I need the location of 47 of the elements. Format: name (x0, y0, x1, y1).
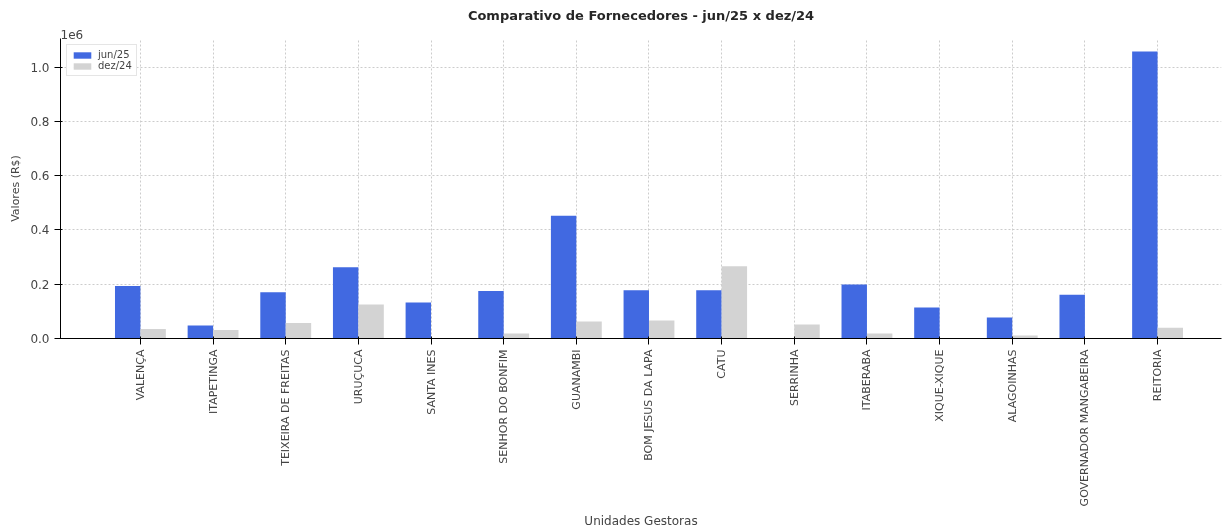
y-tick-label: 0.4 (30, 223, 50, 238)
bar (285, 323, 312, 339)
bar (1157, 327, 1183, 339)
bar (841, 284, 867, 339)
x-tick-label: VALENÇA (133, 349, 147, 401)
y-axis-title: Valores (R$) (9, 155, 23, 222)
bar (623, 290, 649, 339)
bar (914, 307, 940, 339)
bar (478, 290, 504, 339)
x-tick-label: XIQUE-XIQUE (933, 349, 947, 422)
x-tick-label: GUANAMBI (569, 349, 583, 410)
x-tick-label: REITORIA (1151, 349, 1165, 402)
x-tick-label: ITAPETINGA (206, 349, 220, 414)
bar (358, 304, 384, 339)
x-tick-label: URUÇUCA (351, 349, 365, 405)
x-tick-label: ITABERABA (860, 349, 874, 411)
y-tick-label: 0.2 (30, 277, 50, 292)
y-tick-label: 0.6 (30, 169, 50, 184)
bar (187, 325, 214, 339)
bar (140, 329, 166, 339)
bar (1132, 51, 1158, 339)
bar (986, 317, 1013, 339)
bar (405, 302, 432, 339)
x-axis-title: Unidades Gestoras (584, 514, 698, 529)
x-tick-label: SANTA INES (424, 349, 438, 415)
bar (332, 267, 359, 339)
x-tick-label: ALAGOINHAS (1005, 349, 1019, 423)
x-tick-label: SERRINHA (787, 349, 801, 406)
chart-title: Comparativo de Fornecedores - jun/25 x dez/24 (467, 7, 815, 23)
x-tick-label: TEIXEIRA DE FREITAS (279, 349, 293, 467)
x-tick-label: SENHOR DO BONFIM (497, 349, 511, 464)
bar (550, 215, 577, 339)
y-tick-label: 1.0 (30, 60, 50, 75)
bar (1059, 294, 1085, 339)
bar (576, 321, 602, 339)
y-tick-label: 0.0 (30, 332, 50, 346)
bar (260, 292, 286, 339)
x-tick-label: CATU (715, 349, 729, 379)
x-tick-label: BOM JESUS DA LAPA (642, 349, 656, 461)
x-tick-label: GOVERNADOR MANGABEIRA (1078, 349, 1092, 507)
annotation: 1e6 (60, 27, 84, 42)
legend-label: jun/25 (98, 49, 130, 60)
bar (114, 286, 141, 339)
legend-label: dez/24 (98, 60, 132, 71)
bar (648, 320, 675, 339)
bar (696, 290, 722, 339)
y-tick-label: 0.8 (30, 114, 50, 129)
